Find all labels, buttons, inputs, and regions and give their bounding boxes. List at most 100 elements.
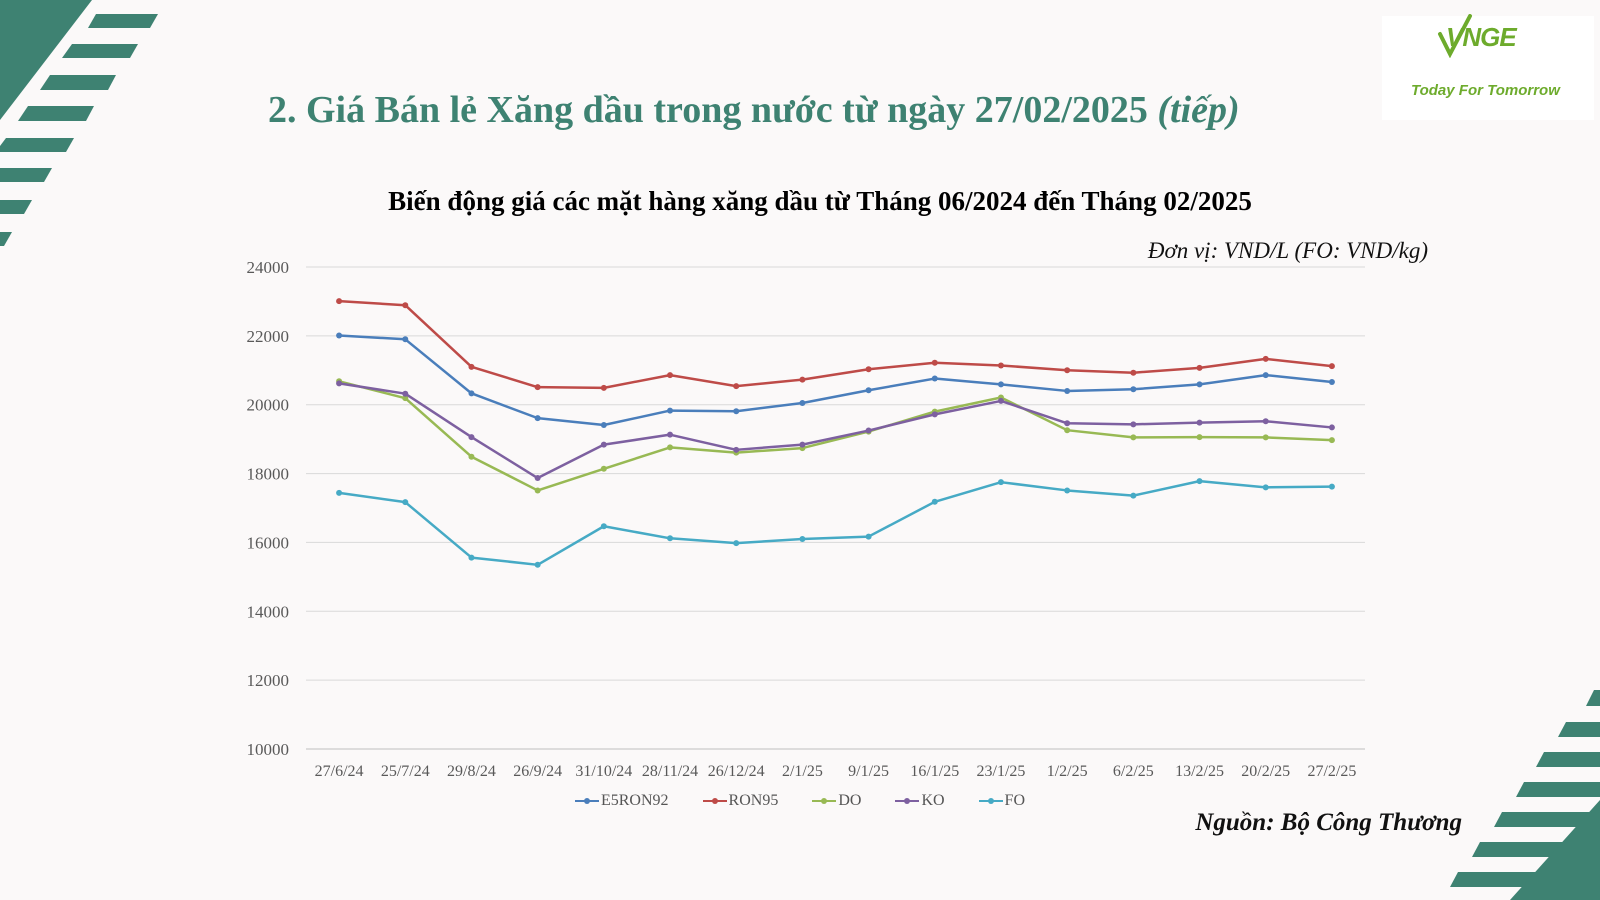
x-tick-label: 13/2/25: [1175, 763, 1224, 780]
y-tick-label: 14000: [247, 602, 290, 621]
x-tick-label: 16/1/25: [910, 763, 959, 780]
series-line-e5ron92: [339, 334, 1333, 427]
series-line-ko: [338, 382, 1333, 480]
x-tick-label: 1/2/25: [1047, 763, 1088, 780]
legend-swatch: [978, 798, 1003, 804]
data-point-ko: [468, 434, 475, 441]
legend-label: RON95: [728, 792, 779, 809]
x-tick-label: 9/1/25: [848, 763, 889, 780]
data-point-do: [667, 444, 674, 451]
x-tick-label: 26/12/24: [708, 763, 765, 780]
data-point-fo: [1130, 492, 1137, 499]
decorative-stripes-bottom-right: [1450, 690, 1600, 900]
data-point-fo: [931, 498, 938, 505]
legend-swatch: [895, 798, 920, 804]
data-point-e5ron92: [1130, 386, 1137, 393]
legend-swatch: [574, 798, 599, 804]
y-tick-label: 24000: [247, 258, 290, 277]
x-tick-label: 31/10/24: [575, 763, 632, 780]
data-point-ron95: [1262, 355, 1269, 362]
data-point-do: [1328, 437, 1335, 444]
data-point-fo: [402, 499, 409, 506]
data-point-e5ron92: [534, 415, 541, 422]
source-note: Nguồn: Bộ Công Thương: [1195, 809, 1462, 836]
data-point-ron95: [534, 384, 541, 391]
data-point-e5ron92: [997, 381, 1004, 388]
legend-item-e5ron92: E5RON92: [574, 792, 669, 810]
data-point-ron95: [1130, 369, 1137, 376]
data-point-e5ron92: [931, 375, 938, 382]
data-point-do: [468, 453, 475, 460]
data-point-do: [1130, 434, 1137, 441]
data-point-ko: [402, 390, 409, 397]
data-point-ko: [733, 446, 740, 453]
data-point-e5ron92: [468, 390, 475, 397]
data-point-ron95: [1328, 363, 1335, 370]
data-point-fo: [997, 479, 1004, 486]
data-point-ron95: [997, 362, 1004, 369]
data-point-ron95: [667, 372, 674, 379]
logo-mark: VNGE: [1438, 14, 1517, 58]
data-point-fo: [1262, 484, 1269, 491]
legend-swatch: [812, 798, 837, 804]
data-point-e5ron92: [402, 336, 409, 343]
decorative-stripes-top-left: [0, 0, 158, 246]
legend-item-ron95: RON95: [702, 792, 779, 810]
x-tick-label: 25/7/24: [381, 763, 430, 780]
data-point-ko: [1196, 419, 1203, 426]
data-point-e5ron92: [1196, 381, 1203, 388]
y-tick-label: 16000: [247, 533, 290, 552]
data-point-ron95: [931, 359, 938, 366]
data-point-e5ron92: [799, 399, 806, 406]
data-point-fo: [865, 533, 872, 540]
legend-item-do: DO: [812, 792, 861, 810]
data-point-do: [534, 487, 541, 494]
data-point-do: [600, 465, 607, 472]
legend-item-ko: KO: [895, 792, 945, 810]
data-point-e5ron92: [733, 408, 740, 415]
data-point-fo: [600, 523, 607, 530]
data-point-fo: [667, 535, 674, 542]
y-tick-label: 12000: [247, 671, 290, 690]
data-point-ko: [336, 380, 343, 387]
data-point-ko: [799, 441, 806, 448]
data-point-ron95: [600, 384, 607, 391]
data-point-ron95: [1064, 367, 1071, 374]
unit-note: Đơn vị: VND/L (FO: VND/kg): [1147, 238, 1428, 263]
series-line-ron95: [339, 299, 1333, 390]
data-point-e5ron92: [865, 387, 872, 394]
x-tick-label: 20/2/25: [1241, 763, 1290, 780]
y-tick-label: 18000: [247, 465, 290, 484]
data-point-ko: [667, 431, 674, 438]
data-point-ko: [997, 397, 1004, 404]
data-point-ko: [600, 441, 607, 448]
logo-tagline: Today For Tomorrow: [1411, 82, 1560, 99]
data-point-fo: [799, 535, 806, 542]
data-point-ko: [1262, 418, 1269, 425]
x-tick-label: 26/9/24: [513, 763, 562, 780]
legend-label: FO: [1004, 792, 1025, 809]
data-point-fo: [733, 540, 740, 547]
data-point-fo: [1328, 483, 1335, 490]
data-point-ko: [931, 411, 938, 418]
data-point-ron95: [336, 298, 343, 305]
data-point-e5ron92: [1262, 372, 1269, 379]
chart-title: Biến động giá các mặt hàng xăng dầu từ T…: [388, 186, 1252, 216]
legend-label: DO: [838, 792, 862, 809]
x-tick-label: 6/2/25: [1113, 763, 1154, 780]
x-tick-label: 23/1/25: [977, 763, 1026, 780]
data-point-fo: [336, 489, 343, 496]
y-tick-label: 10000: [247, 740, 290, 759]
data-point-fo: [1196, 478, 1203, 485]
x-tick-label: 2/1/25: [782, 763, 823, 780]
y-tick-label: 22000: [247, 327, 290, 346]
data-point-do: [1064, 427, 1071, 434]
data-point-fo: [534, 561, 541, 568]
legend-item-fo: FO: [978, 792, 1025, 810]
logo-text: VNGE: [1446, 22, 1517, 52]
legend-swatch: [702, 798, 727, 804]
page-title-italic: (tiếp): [1157, 89, 1240, 131]
legend-label: E5RON92: [600, 792, 669, 809]
x-tick-label: 28/11/24: [642, 763, 698, 780]
